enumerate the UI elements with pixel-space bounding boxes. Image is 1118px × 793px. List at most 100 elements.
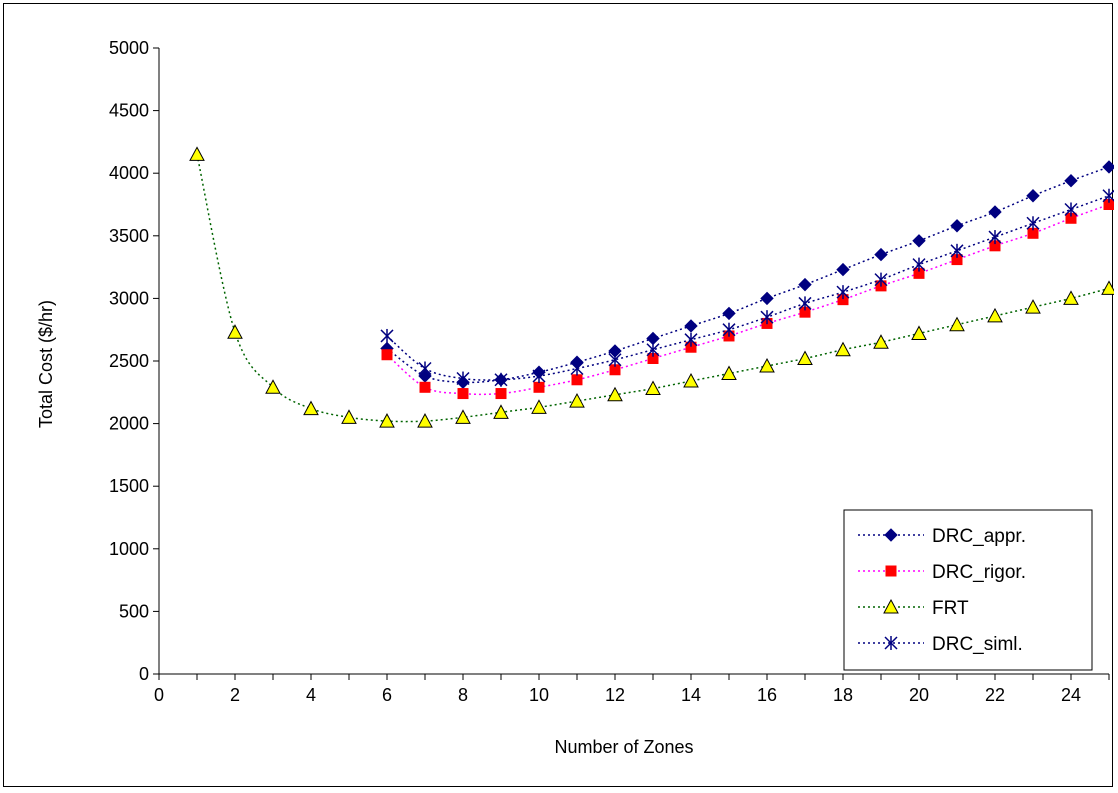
data-point — [1064, 174, 1078, 188]
data-point — [1064, 202, 1078, 217]
legend-marker — [884, 636, 898, 650]
data-point — [570, 361, 584, 376]
data-point — [532, 369, 546, 384]
legend-marker — [884, 528, 898, 542]
y-axis-label: Total Cost ($/hr) — [36, 300, 56, 428]
data-point — [949, 316, 965, 332]
x-tick-label: 4 — [306, 685, 316, 705]
legend-item: DRC_appr. — [858, 526, 1026, 547]
x-tick-label: 6 — [382, 685, 392, 705]
x-tick-label: 0 — [154, 685, 164, 705]
series-line — [386, 166, 1110, 384]
data-point — [1102, 160, 1116, 174]
data-point — [608, 352, 622, 367]
x-tick-label: 10 — [529, 685, 549, 705]
data-point — [341, 409, 357, 424]
data-point — [684, 332, 698, 347]
data-point — [721, 365, 737, 381]
y-tick-label: 4000 — [109, 163, 149, 183]
data-point — [646, 342, 660, 357]
data-point — [912, 234, 926, 248]
data-point — [988, 230, 1002, 245]
x-tick-label: 24 — [1061, 685, 1081, 705]
data-point — [836, 285, 850, 300]
data-point — [569, 393, 585, 408]
data-point — [722, 322, 736, 337]
y-tick-label: 2500 — [109, 351, 149, 371]
data-point — [1026, 189, 1040, 203]
data-point — [1026, 216, 1040, 231]
data-point — [683, 372, 699, 388]
series-FRT — [189, 146, 1117, 428]
legend-marker — [883, 598, 899, 614]
data-point — [455, 409, 471, 424]
data-point — [798, 296, 812, 311]
legend: DRC_appr. DRC_rigor. FRT DRC_siml. — [843, 509, 1093, 671]
y-tick-label: 1500 — [109, 476, 149, 496]
data-point — [303, 400, 319, 416]
data-point — [531, 399, 547, 414]
legend-item: DRC_siml. — [858, 634, 1023, 655]
y-tick-label: 500 — [119, 601, 149, 621]
data-point — [1025, 299, 1041, 314]
y-tick-label: 1000 — [109, 539, 149, 559]
x-tick-label: 16 — [757, 685, 777, 705]
x-tick-label: 2 — [230, 685, 240, 705]
series-line — [386, 203, 1110, 396]
series-DRC_appr. — [380, 160, 1116, 389]
data-point — [380, 328, 394, 343]
data-point — [456, 371, 470, 386]
legend-label: DRC_siml. — [932, 634, 1023, 655]
data-point — [797, 350, 813, 365]
data-point — [759, 357, 775, 373]
y-tick-label: 0 — [139, 664, 149, 684]
y-tick-label: 4500 — [109, 101, 149, 121]
data-point — [495, 388, 507, 400]
data-point — [760, 291, 774, 306]
data-point — [987, 307, 1003, 323]
y-tick-label: 2000 — [109, 414, 149, 434]
x-axis-label: Number of Zones — [554, 737, 693, 757]
line-chart: 0 500 1000 1500 2000 2500 3000 3500 4000 4500 5000… — [36, 38, 1117, 757]
data-point — [494, 372, 508, 387]
data-point — [911, 325, 927, 340]
series-layer — [189, 146, 1117, 428]
series-DRC_siml. — [380, 188, 1116, 387]
data-point — [835, 341, 851, 357]
data-point — [912, 257, 926, 272]
legend-label: DRC_appr. — [932, 526, 1026, 547]
data-point — [722, 306, 736, 321]
data-point — [571, 374, 583, 386]
data-point — [227, 324, 243, 339]
data-point — [533, 381, 545, 393]
data-point — [874, 247, 888, 262]
chart-frame: 0 500 1000 1500 2000 2500 3000 3500 4000 4500 5000… — [3, 3, 1117, 787]
data-point — [189, 146, 205, 161]
data-point — [419, 381, 431, 393]
legend-marker — [885, 565, 897, 577]
x-tick-label: 20 — [909, 685, 929, 705]
x-tick-label: 8 — [458, 685, 468, 705]
x-tick-label: 18 — [833, 685, 853, 705]
y-tick-label: 5000 — [109, 38, 149, 58]
data-point — [418, 361, 432, 376]
y-tick-label: 3500 — [109, 226, 149, 246]
x-tick-label: 22 — [985, 685, 1005, 705]
data-point — [645, 380, 661, 396]
data-point — [988, 205, 1002, 219]
series-line — [386, 195, 1110, 381]
legend-item: FRT — [858, 598, 969, 619]
data-point — [265, 379, 281, 394]
legend-item: DRC_rigor. — [858, 562, 1026, 583]
legend-box — [843, 509, 1093, 671]
y-tick-label: 3000 — [109, 288, 149, 308]
data-point — [1063, 290, 1079, 305]
data-point — [381, 349, 393, 361]
x-tick-label: 12 — [605, 685, 625, 705]
data-point — [873, 334, 889, 349]
data-point — [1102, 188, 1116, 203]
data-point — [457, 388, 469, 400]
data-point — [379, 413, 395, 428]
data-point — [684, 319, 698, 333]
data-point — [950, 243, 964, 258]
